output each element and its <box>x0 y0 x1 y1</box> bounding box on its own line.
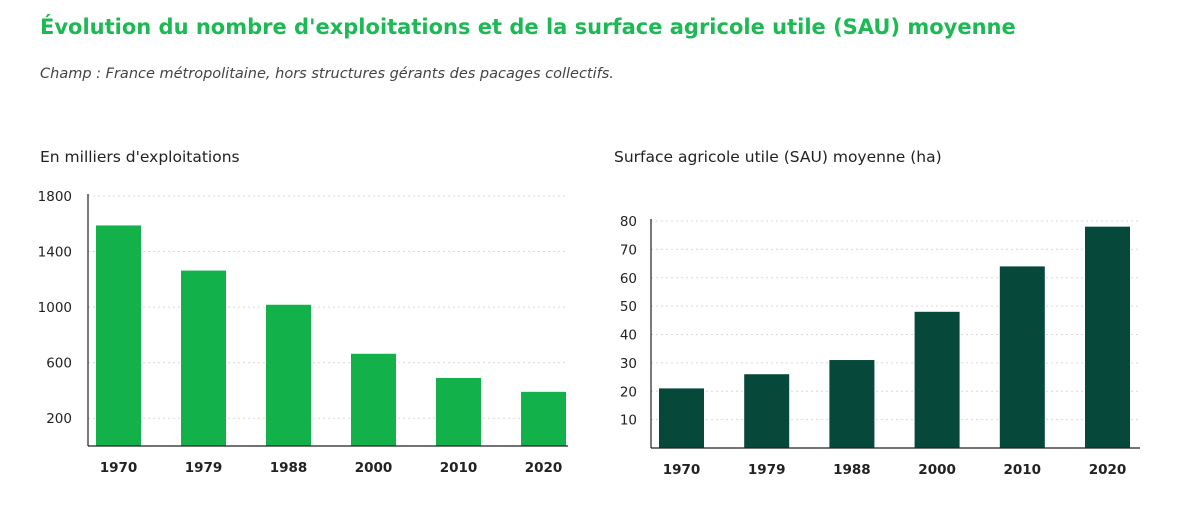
right-x-tick-label: 2020 <box>1089 462 1127 478</box>
right-bar-1988 <box>829 360 875 448</box>
left-y-tick-label: 1800 <box>38 189 72 205</box>
left-bar-chart: 200 600 1000 1400 1800 1970 1979 1988 2000 2010 20… <box>38 189 568 476</box>
left-bar-2010 <box>436 377 481 446</box>
page-title: Évolution du nombre d'exploitations et d… <box>40 15 1016 39</box>
right-y-tick-label: 40 <box>620 328 637 344</box>
right-x-tick-label: 2000 <box>918 462 956 478</box>
right-y-tick-label: 30 <box>620 356 637 372</box>
left-x-tick-label: 1979 <box>185 460 223 476</box>
right-y-tick-label: 20 <box>620 384 637 400</box>
right-y-tick-label: 50 <box>620 299 637 315</box>
left-x-tick-label: 2010 <box>440 460 478 476</box>
left-bar-1979 <box>181 270 226 446</box>
right-x-tick-label: 1979 <box>748 462 786 478</box>
left-y-tick-label: 1000 <box>38 300 72 316</box>
left-x-tick-label: 2000 <box>355 460 393 476</box>
right-y-tick-label: 60 <box>620 271 637 287</box>
page-subtitle: Champ : France métropolitaine, hors stru… <box>40 66 614 82</box>
right-chart-title: Surface agricole utile (SAU) moyenne (ha… <box>614 148 942 166</box>
right-y-tick-label: 80 <box>620 214 637 230</box>
right-y-tick-label: 70 <box>620 242 637 258</box>
right-bar-2010 <box>999 266 1045 448</box>
left-chart-title: En milliers d'exploitations <box>40 148 240 166</box>
right-x-tick-label: 2010 <box>1004 462 1042 478</box>
right-bar-2020 <box>1085 226 1130 448</box>
right-y-tick-label: 10 <box>620 413 637 429</box>
right-bar-1979 <box>744 374 790 448</box>
left-x-tick-label: 2020 <box>525 460 563 476</box>
left-y-tick-label: 600 <box>46 356 72 372</box>
right-x-tick-label: 1988 <box>833 462 871 478</box>
right-bar-2000 <box>914 311 960 448</box>
left-y-tick-label: 200 <box>46 411 72 427</box>
left-bar-2000 <box>351 353 396 446</box>
right-bar-chart: 10 20 30 40 50 60 70 80 1970 1979 1988 2000 2010 2020 <box>620 214 1140 478</box>
left-bar-1988 <box>266 304 311 446</box>
left-bar-1970 <box>96 225 141 446</box>
left-bar-2020 <box>521 391 566 446</box>
right-x-tick-label: 1970 <box>663 462 701 478</box>
left-y-tick-label: 1400 <box>38 245 72 261</box>
left-x-tick-label: 1970 <box>100 460 138 476</box>
right-bar-1970 <box>659 388 704 448</box>
left-x-tick-label: 1988 <box>270 460 308 476</box>
